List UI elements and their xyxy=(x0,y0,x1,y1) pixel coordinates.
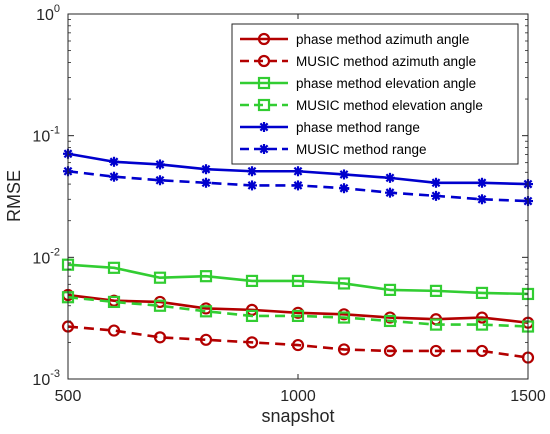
legend-box xyxy=(231,23,519,165)
data-point-5-5 xyxy=(247,166,257,177)
series-line-1 xyxy=(67,293,529,325)
data-point-4-3 xyxy=(153,299,167,312)
legend-item-2: MUSIC method azimuth angle xyxy=(240,54,476,69)
legend-item-5: phase method range xyxy=(240,120,420,135)
data-point-2-6 xyxy=(291,338,305,352)
legend-label: MUSIC method azimuth angle xyxy=(296,54,476,69)
data-point-4-2 xyxy=(107,295,121,309)
data-point-6-8 xyxy=(385,187,395,198)
series-layer xyxy=(61,148,535,364)
series-5 xyxy=(63,148,533,190)
data-point-5-4 xyxy=(201,164,211,175)
series-4 xyxy=(61,291,535,333)
legend: phase method azimuth angle MUSIC method a… xyxy=(231,23,519,165)
data-point-3-9 xyxy=(429,284,443,297)
data-point-2-7 xyxy=(337,343,351,356)
x-tick-label: 500 xyxy=(55,388,82,405)
y-tick-label: 10-1 xyxy=(32,125,60,146)
data-point-3-3 xyxy=(153,271,167,284)
data-point-5-7 xyxy=(339,169,349,180)
legend-label: MUSIC method elevation angle xyxy=(296,98,483,113)
data-point-5-6 xyxy=(293,166,303,177)
data-point-3-5 xyxy=(245,274,259,288)
legend-marker xyxy=(257,98,271,112)
data-point-4-8 xyxy=(383,314,397,328)
data-point-1-10 xyxy=(475,311,489,324)
x-tick-label: 1000 xyxy=(280,388,316,405)
legend-item-3: phase method elevation angle xyxy=(240,76,476,91)
data-point-5-9 xyxy=(431,177,441,188)
y-tick-label: 10-3 xyxy=(32,368,60,389)
legend-label: MUSIC method range xyxy=(296,142,427,157)
legend-marker xyxy=(257,32,271,46)
data-point-3-8 xyxy=(383,283,397,296)
data-point-2-3 xyxy=(153,331,167,344)
data-point-5-8 xyxy=(385,172,395,183)
data-point-2-8 xyxy=(383,344,397,358)
data-point-4-4 xyxy=(199,305,213,318)
data-point-2-9 xyxy=(429,344,443,358)
data-point-6-6 xyxy=(293,180,303,191)
data-point-4-7 xyxy=(337,311,351,324)
data-point-2-5 xyxy=(245,336,259,349)
legend-marker xyxy=(257,54,271,68)
data-point-5-10 xyxy=(477,177,487,188)
data-point-3-7 xyxy=(337,277,351,290)
data-point-6-5 xyxy=(247,180,257,191)
data-point-3-6 xyxy=(291,274,305,288)
data-point-2-4 xyxy=(199,333,213,346)
data-point-6-9 xyxy=(431,190,441,201)
x-axis-title: snapshot xyxy=(261,406,334,426)
data-point-6-2 xyxy=(109,171,119,182)
series-line-3 xyxy=(67,263,529,296)
data-point-2-2 xyxy=(107,324,121,337)
legend-item-6: MUSIC method range xyxy=(240,142,427,157)
series-2 xyxy=(61,320,535,364)
legend-label: phase method elevation angle xyxy=(296,76,476,91)
y-tick-label: 100 xyxy=(36,3,60,24)
legend-marker xyxy=(259,122,269,132)
y-axis-title: RMSE xyxy=(4,170,24,222)
legend-label: phase method range xyxy=(296,120,420,135)
axes-layer: 500 1000 1500 10-3 10-2 10-1 100 xyxy=(32,3,545,405)
data-point-4-5 xyxy=(245,309,259,323)
data-point-4-10 xyxy=(475,318,489,331)
data-point-5-3 xyxy=(155,159,165,170)
series-6 xyxy=(63,166,533,207)
data-point-6-7 xyxy=(339,183,349,194)
data-point-6-3 xyxy=(155,175,165,186)
data-point-4-6 xyxy=(291,309,305,323)
data-point-4-9 xyxy=(429,318,443,331)
series-line-2 xyxy=(67,325,529,359)
legend-item-4: MUSIC method elevation angle xyxy=(240,98,483,113)
series-line-4 xyxy=(67,295,529,328)
data-point-3-2 xyxy=(107,261,121,274)
data-point-5-2 xyxy=(109,156,119,167)
legend-label: phase method azimuth angle xyxy=(296,32,469,47)
data-point-3-4 xyxy=(199,270,213,283)
y-tick-label: 10-2 xyxy=(32,246,60,267)
data-point-2-10 xyxy=(475,344,489,358)
legend-marker xyxy=(259,144,269,154)
x-tick-label: 1500 xyxy=(510,388,546,405)
legend-marker xyxy=(257,76,271,90)
legend-item-1: phase method azimuth angle xyxy=(240,32,469,47)
data-point-3-10 xyxy=(475,286,489,300)
data-point-6-4 xyxy=(201,177,211,188)
data-point-6-10 xyxy=(477,194,487,205)
